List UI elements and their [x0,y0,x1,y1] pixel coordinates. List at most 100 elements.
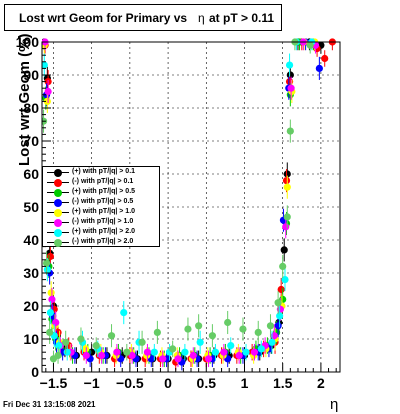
data-point [283,213,291,221]
data-point [150,348,158,356]
chart-title-prefix: Lost wrt Geom for Primary vs [19,11,188,25]
data-point [287,84,295,92]
data-point [208,332,216,340]
legend-marker [54,239,62,247]
data-point [169,345,177,353]
legend-marker [54,229,62,237]
legend-entry: (+) with pT/|q| > 0.1 [43,168,161,178]
data-point [276,312,284,320]
data-point [77,335,85,343]
data-point [315,64,323,72]
legend-entry: (-) with pT/|q| > 0.5 [43,198,161,208]
legend-label: (-) with pT/|q| > 0.5 [72,198,134,205]
data-point [266,322,275,330]
data-point [174,355,182,363]
series-6 [42,38,320,368]
legend-marker [54,189,62,197]
data-point [43,97,51,105]
legend-label: (+) with pT/|q| > 0.5 [72,188,136,195]
data-point [128,351,136,360]
legend-marker [54,199,62,207]
data-point [123,348,131,356]
data-point [196,338,204,346]
data-point [62,338,70,346]
data-point [107,332,116,340]
legend-label: (+) with pT/|q| > 0.1 [72,168,136,175]
y-tick-label: 30 [23,265,39,281]
data-point [42,61,48,69]
data-point [282,177,291,185]
data-point [257,345,265,353]
data-point [279,262,287,270]
data-point [274,299,282,307]
data-point [285,61,294,69]
x-tick-label: 2 [317,375,325,391]
data-point [274,322,282,330]
y-tick-label: 20 [23,298,39,314]
data-point [47,289,55,297]
x-tick-label: −0.5 [116,375,144,391]
x-tick-label: 1 [241,375,249,391]
data-point [283,170,291,178]
x-tick-label: 1.5 [273,375,293,391]
data-point [242,348,250,356]
legend-label: (-) with pT/|q| > 2.0 [72,238,134,245]
data-series-layer [42,38,336,371]
legend-entry: (+) with pT/|q| > 2.0 [43,228,161,238]
y-tick-label: 90 [23,67,39,83]
data-point [204,355,213,363]
data-point [321,54,329,63]
legend-entry: (-) with pT/|q| > 2.0 [43,238,161,248]
data-point [283,183,291,191]
data-point [55,342,63,350]
data-point [220,348,228,356]
chart-title-eta-symbol: η [198,11,205,25]
chart-legend: (+) with pT/|q| > 0.1 (-) with pT/|q| > 0… [42,166,160,247]
data-point [46,328,54,336]
data-point [250,348,259,356]
x-tick-label: −1 [84,375,100,391]
data-point [143,348,152,356]
legend-entry: (-) with pT/|q| > 0.1 [43,178,161,188]
data-point [211,348,220,356]
data-point [138,338,146,346]
data-point [227,342,235,350]
data-point [159,355,167,363]
data-point [280,246,288,254]
data-point [81,345,90,353]
datestamp: Fri Dec 31 13:15:08 2021 [3,400,96,409]
y-tick-label: 60 [23,166,39,182]
legend-marker [54,209,62,217]
series-8 [42,38,314,368]
chart-title-suffix: at pT > 0.11 [209,11,275,25]
data-point [181,348,189,356]
data-point [195,322,203,330]
data-point [46,309,55,317]
data-point [44,87,52,96]
data-point [286,71,294,79]
y-tick-label: 10 [23,331,39,347]
y-axis-label: Lost wrt Geom (%) [16,33,33,166]
data-point [43,266,51,274]
y-tick-label: 70 [23,133,39,149]
legend-marker [54,179,62,187]
y-tick-label: 0 [31,364,39,380]
x-tick-label: −1.5 [40,375,68,391]
data-point [63,348,71,356]
data-point [184,325,192,333]
x-axis-label: η [330,396,339,413]
data-point [92,342,100,350]
data-point [54,351,62,360]
data-point [239,325,247,333]
y-tick-label: 100 [16,34,40,50]
legend-label: (-) with pT/|q| > 0.1 [72,178,134,185]
data-point [46,252,55,261]
legend-label: (-) with pT/|q| > 1.0 [72,218,134,225]
y-tick-label: 50 [23,199,39,215]
x-tick-label: 0.5 [197,375,217,391]
data-point [52,318,60,327]
y-tick-label: 80 [23,100,39,116]
data-point [235,351,243,360]
data-point [254,328,262,336]
